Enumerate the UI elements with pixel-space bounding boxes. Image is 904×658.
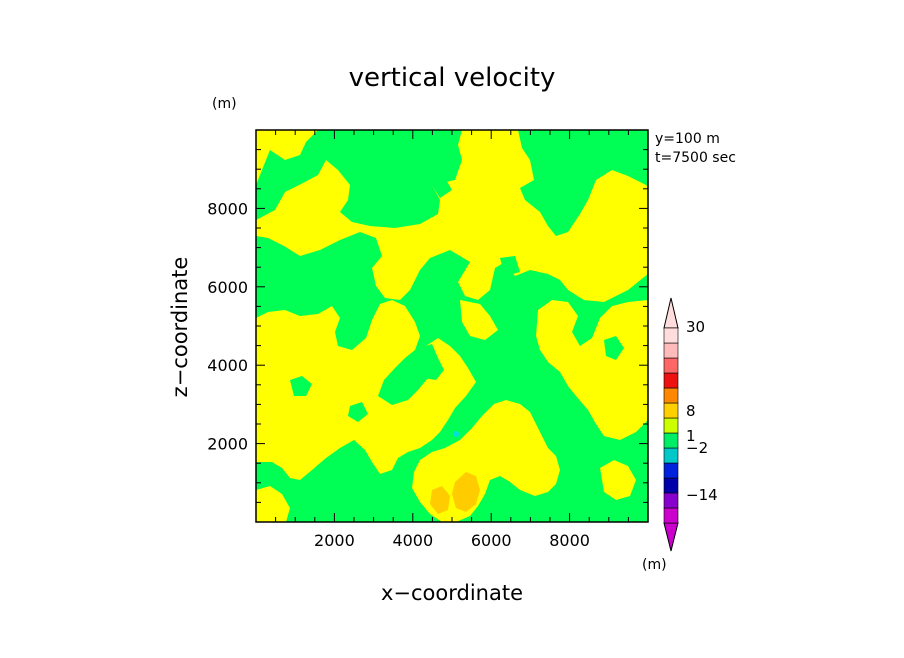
colorbar-unit: (m) — [642, 557, 667, 573]
y-tick-label: 2000 — [207, 435, 248, 454]
colorbar-band — [663, 402, 679, 419]
y-axis-unit: (m) — [212, 96, 237, 112]
colorbar-band — [663, 387, 679, 404]
colorbar-label: 1 — [686, 427, 696, 445]
contour-field — [256, 130, 648, 522]
info-line-time: t=7500 sec — [655, 150, 736, 166]
x-tick-label: 2000 — [314, 531, 355, 550]
colorbar-band — [663, 357, 679, 374]
colorbar-label: 8 — [686, 402, 696, 420]
colorbar-label: 30 — [686, 318, 705, 336]
colorbar-band — [663, 432, 679, 449]
y-tick-label: 6000 — [207, 278, 248, 297]
y-tick-label: 4000 — [207, 356, 248, 375]
colorbar-band — [663, 477, 679, 494]
colorbar-label: −14 — [686, 486, 718, 504]
colorbar-arrow-high — [663, 297, 679, 329]
colorbar-band — [663, 327, 679, 344]
colorbar-arrow-low — [663, 522, 679, 552]
colorbar-band — [663, 417, 679, 434]
x-tick-label: 8000 — [549, 531, 590, 550]
positive-velocity-region — [256, 130, 648, 522]
x-axis: 2000 4000 6000 8000 — [255, 130, 649, 550]
strong-positive-patches — [430, 472, 480, 514]
y-axis-label: z−coordinate — [168, 257, 192, 398]
colorbar-band — [663, 447, 679, 464]
y-tick-label: 8000 — [207, 199, 248, 218]
strong-negative-spot — [453, 431, 459, 437]
x-tick-label: 6000 — [471, 531, 512, 550]
colorbar-band — [663, 492, 679, 509]
chart-title: vertical velocity — [349, 63, 556, 93]
info-line-y: y=100 m — [655, 131, 720, 147]
colorbar-label: −2 — [686, 439, 708, 457]
colorbar-band — [663, 462, 679, 479]
colorbar-band — [663, 372, 679, 389]
x-axis-label: x−coordinate — [381, 581, 523, 605]
y-axis: 2000 4000 6000 8000 — [207, 129, 648, 523]
colorbar: 30 8 1−2 −14 — [663, 297, 718, 552]
colorbar-band — [663, 507, 679, 524]
colorbar-band — [663, 342, 679, 359]
x-tick-label: 4000 — [392, 531, 433, 550]
